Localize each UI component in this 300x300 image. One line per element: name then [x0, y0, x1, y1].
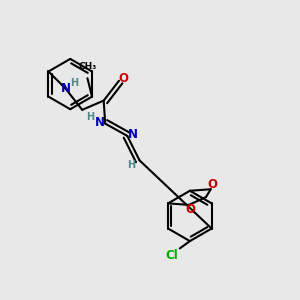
Text: O: O	[118, 72, 129, 85]
Text: H: H	[86, 112, 94, 122]
Text: O: O	[185, 203, 195, 216]
Text: N: N	[128, 128, 138, 141]
Text: H: H	[127, 160, 135, 170]
Text: Cl: Cl	[165, 249, 178, 262]
Text: CH₃: CH₃	[78, 62, 97, 71]
Text: H: H	[70, 78, 78, 88]
Text: N: N	[61, 82, 71, 95]
Text: N: N	[95, 116, 105, 129]
Text: O: O	[207, 178, 217, 191]
